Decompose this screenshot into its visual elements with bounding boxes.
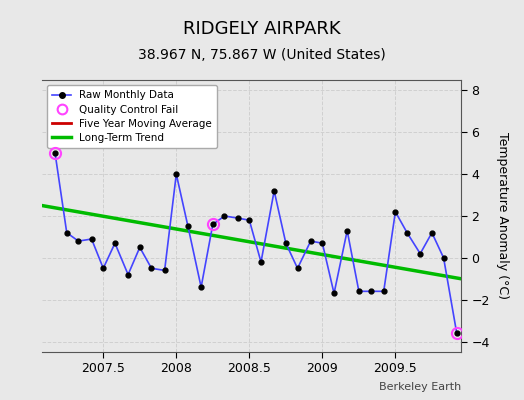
Y-axis label: Temperature Anomaly (°C): Temperature Anomaly (°C) (496, 132, 509, 300)
Legend: Raw Monthly Data, Quality Control Fail, Five Year Moving Average, Long-Term Tren: Raw Monthly Data, Quality Control Fail, … (47, 85, 217, 148)
Text: Berkeley Earth: Berkeley Earth (379, 382, 461, 392)
Text: RIDGELY AIRPARK: RIDGELY AIRPARK (183, 20, 341, 38)
Text: 38.967 N, 75.867 W (United States): 38.967 N, 75.867 W (United States) (138, 48, 386, 62)
